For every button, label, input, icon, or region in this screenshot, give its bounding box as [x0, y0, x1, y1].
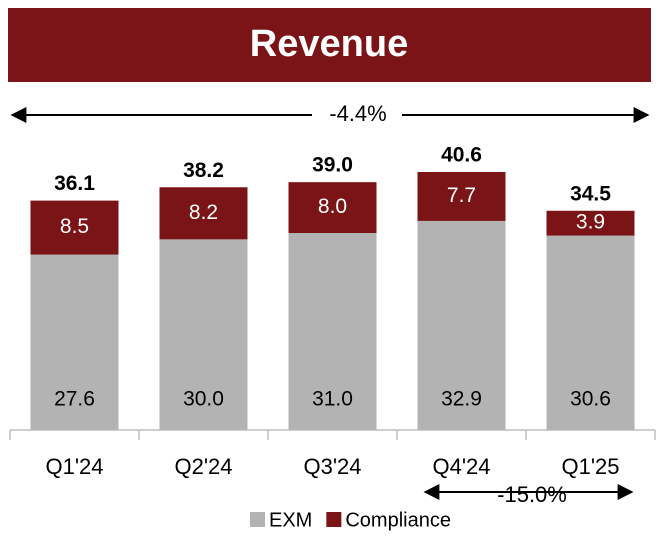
total-label: 40.6 [441, 144, 482, 167]
value-label: 3.9 [576, 211, 605, 234]
value-label: 8.5 [60, 215, 89, 238]
bar-segment [546, 235, 635, 430]
legend-label: Compliance [345, 509, 451, 531]
bar-segment [288, 182, 377, 234]
value-label: 27.6 [54, 388, 95, 411]
legend-swatch [250, 512, 265, 527]
value-label: 8.2 [189, 201, 218, 224]
annotation-bg [312, 100, 402, 130]
x-tick-label: Q2'24 [174, 454, 232, 479]
bar-segment [288, 233, 377, 430]
bar-segment [159, 239, 248, 430]
value-label: 31.0 [312, 388, 353, 411]
value-label: 7.7 [447, 184, 476, 207]
bar-segment [417, 172, 506, 221]
title-banner [8, 8, 651, 82]
value-label: 32.9 [441, 388, 482, 411]
value-label: 30.6 [570, 388, 611, 411]
bar-segment [159, 187, 248, 240]
bar-segment [546, 210, 635, 236]
total-label: 38.2 [183, 159, 224, 182]
x-tick-label: Q3'24 [303, 454, 361, 479]
legend-swatch [326, 512, 342, 527]
total-label: 39.0 [312, 154, 353, 177]
annotation: -15.0% [497, 482, 567, 507]
total-label: 36.1 [54, 172, 95, 195]
x-tick-label: Q1'25 [561, 454, 619, 479]
total-label: 34.5 [570, 182, 611, 205]
bar-segment [30, 254, 119, 430]
bar-segment [417, 220, 506, 430]
legend-label: EXM [269, 509, 312, 531]
x-tick-label: Q1'24 [45, 454, 103, 479]
value-label: 8.0 [318, 195, 347, 218]
annotation: -4.4% [329, 101, 386, 126]
x-tick-label: Q4'24 [432, 454, 490, 479]
bar-segment [30, 200, 119, 255]
chart-title: Revenue [250, 23, 408, 65]
value-label: 30.0 [183, 388, 224, 411]
